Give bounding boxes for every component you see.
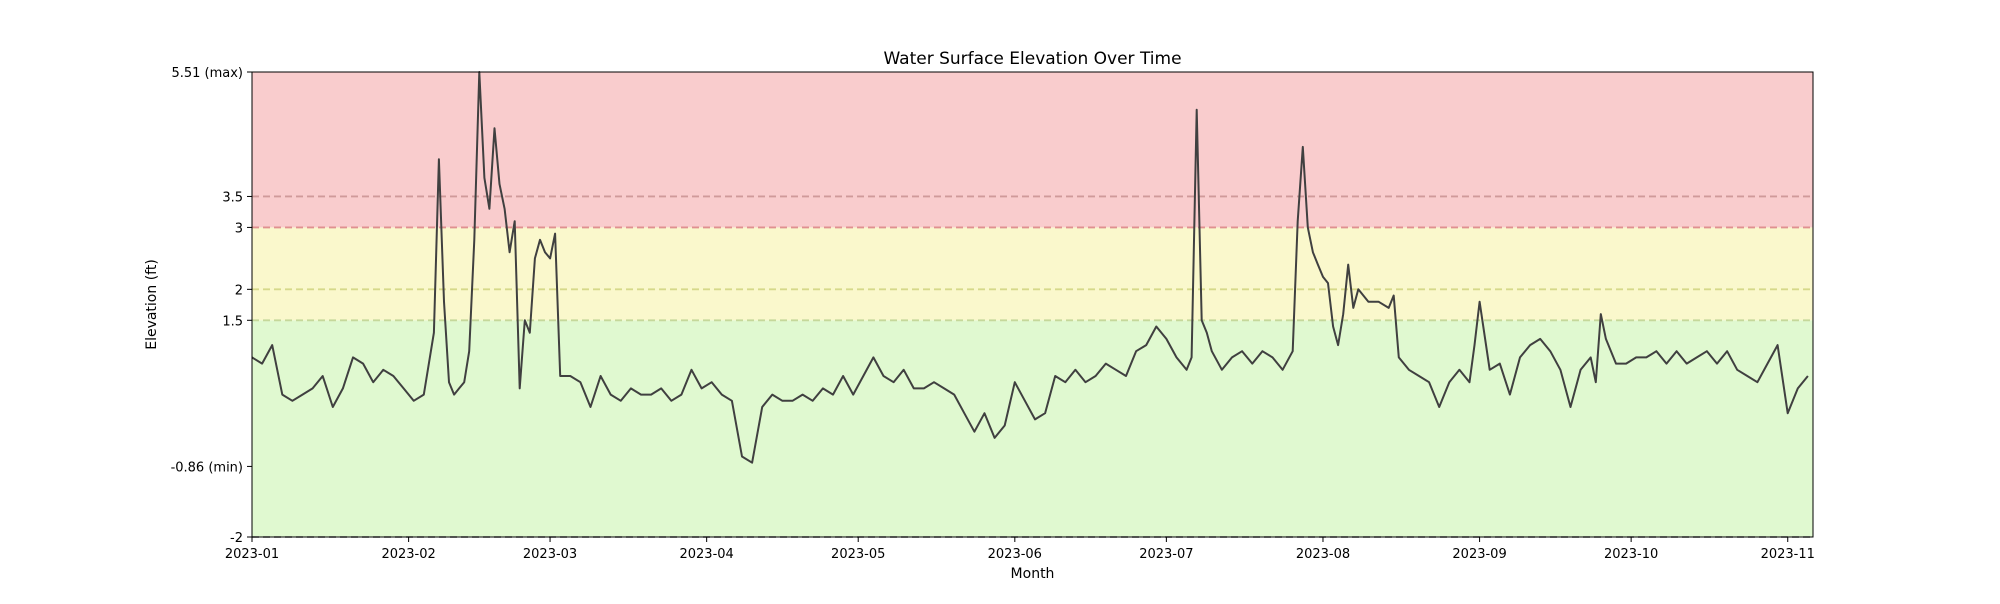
zone-band-0 — [252, 320, 1813, 537]
zone-bands — [252, 72, 1813, 537]
x-axis: 2023-01 2023-02 2023-03 2023-04 2023-05 2023-… — [225, 537, 1815, 562]
y-tick-label: 3 — [235, 221, 243, 236]
plot-frame — [251, 71, 1814, 538]
x-tick-label: 2023-01 — [225, 547, 279, 562]
x-tick-label: 2023-05 — [831, 547, 885, 562]
chart-title: Water Surface Elevation Over Time — [883, 49, 1181, 69]
series-layer — [251, 71, 1809, 464]
x-tick-label: 2023-08 — [1296, 547, 1350, 562]
y-axis-label: Elevation (ft) — [144, 259, 160, 350]
y-tick-label: -0.86 (min) — [171, 460, 243, 475]
x-tick-label: 2023-11 — [1761, 547, 1815, 562]
zone-band-1 — [252, 227, 1813, 321]
x-tick-label: 2023-09 — [1452, 547, 1506, 562]
x-axis-label: Month — [1011, 566, 1055, 582]
y-tick-label: 5.51 (max) — [171, 66, 243, 81]
x-tick-label: 2023-07 — [1139, 547, 1193, 562]
x-tick-label: 2023-03 — [523, 547, 577, 562]
y-tick-label: -2 — [230, 531, 243, 546]
series-line-0 — [251, 71, 1809, 464]
y-tick-label: 1.5 — [222, 314, 243, 329]
x-tick-label: 2023-06 — [988, 547, 1042, 562]
zone-band-2 — [252, 72, 1813, 228]
y-tick-label: 3.5 — [222, 190, 243, 205]
y-tick-label: 2 — [235, 283, 243, 298]
x-tick-label: 2023-10 — [1604, 547, 1658, 562]
y-axis: -2 -0.86 (min) 1.5 2 3 3.5 5.51 (max) — [171, 66, 252, 546]
x-tick-label: 2023-04 — [679, 547, 733, 562]
x-tick-label: 2023-02 — [381, 547, 435, 562]
